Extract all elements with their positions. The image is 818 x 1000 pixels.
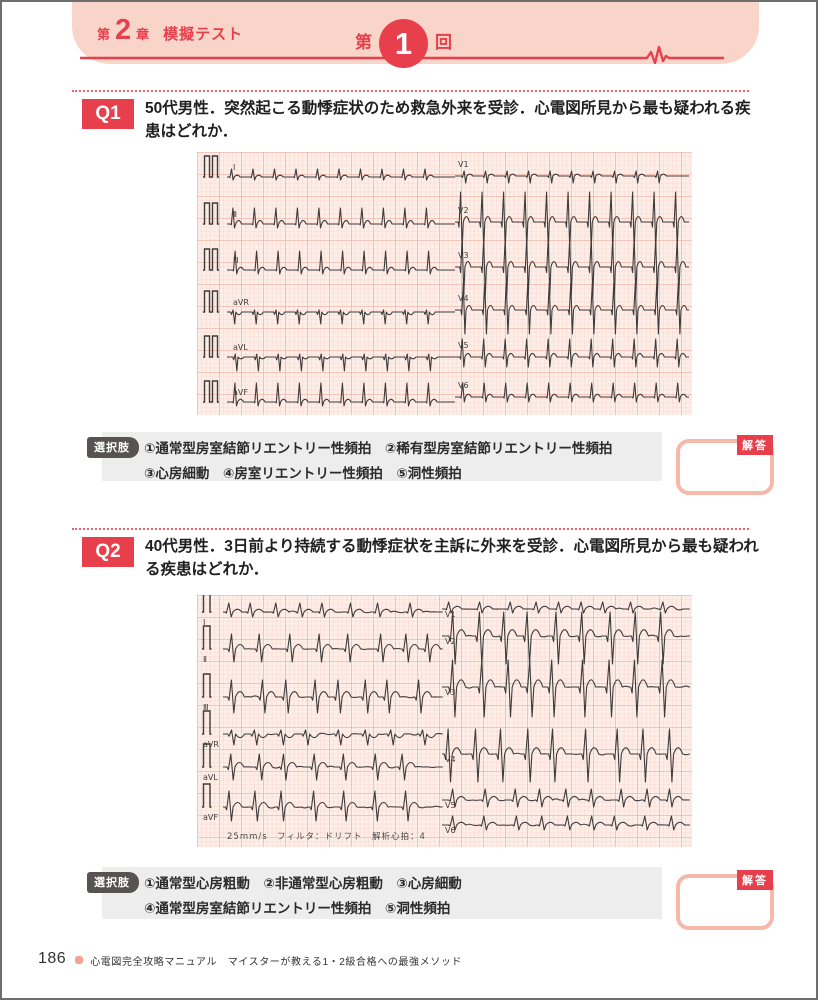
footer-dot-icon — [75, 956, 84, 964]
round-number-badge: 1 — [379, 19, 428, 68]
svg-text:V5: V5 — [445, 801, 456, 810]
q2-badge: Q2 — [82, 537, 134, 567]
svg-text:Ⅱ: Ⅱ — [233, 210, 237, 219]
svg-text:V6: V6 — [445, 826, 456, 835]
q1-choices-box: 選択肢 ①通常型房室結節リエントリー性頻拍 ②稀有型房室結節リエントリー性頻拍 … — [87, 432, 662, 481]
ecg-trace-image: Ⅰ V1 Ⅱ V2 Ⅲ V3 aVR V4 aVL V5 aVF V6 25mm/s フィルタ：ドリフト… — [197, 595, 692, 847]
svg-text:V5: V5 — [458, 341, 469, 350]
chapter-number: 2 — [115, 14, 132, 46]
q2-ecg-image: Ⅰ V1 Ⅱ V2 Ⅲ V3 aVR V4 aVL V5 aVF V6 25mm/s フィルタ：ドリフト… — [197, 595, 692, 847]
svg-text:V3: V3 — [445, 688, 456, 697]
q1-choices-line2: ③心房細動 ④房室リエントリー性頻拍 ⑤洞性頻拍 — [144, 466, 462, 481]
svg-text:aVL: aVL — [203, 773, 218, 782]
svg-text:Ⅱ: Ⅱ — [203, 655, 207, 664]
svg-text:V1: V1 — [445, 610, 456, 619]
svg-text:aVR: aVR — [233, 298, 249, 307]
round-label: 第 1 回 — [355, 16, 452, 68]
q2-choices-line1: ①通常型心房粗動 ②非通常型心房粗動 ③心房細動 — [144, 876, 462, 891]
svg-text:aVR: aVR — [203, 740, 219, 749]
book-title: 心電図完全攻略マニュアル マイスターが教える1・2級合格への最強メソッド — [90, 956, 463, 968]
svg-text:Ⅲ: Ⅲ — [233, 256, 239, 265]
svg-text:aVF: aVF — [233, 388, 248, 397]
svg-text:V2: V2 — [445, 637, 456, 646]
divider-dotted-line — [72, 528, 749, 530]
q1-answer-box: 解答 — [676, 435, 774, 495]
svg-text:Ⅰ: Ⅰ — [233, 163, 235, 172]
page-number: 186 — [38, 950, 67, 967]
svg-text:V6: V6 — [458, 381, 469, 390]
q2-question-text: 40代男性．3日前より持続する動悸症状を主訴に外来を受診．心電図所見から最も疑わ… — [145, 538, 759, 578]
q2-choices-box: 選択肢 ①通常型心房粗動 ②非通常型心房粗動 ③心房細動 ④通常型房室結節リエン… — [87, 867, 662, 921]
svg-text:25mm/s フィルタ：ドリフト 解析心拍：4: 25mm/s フィルタ：ドリフト 解析心拍：4 — [227, 831, 426, 842]
q1-question-text: 50代男性．突然起こる動悸症状のため救急外来を受診．心電図所見から最も疑われる疾… — [145, 100, 751, 140]
q1-choices-tag: 選択肢 — [87, 437, 139, 458]
q1-answer-tag: 解答 — [737, 435, 773, 455]
chapter-header-band: 第 2 章 模擬テスト 第 1 回 — [72, 2, 759, 68]
page-footer: 186 心電図完全攻略マニュアル マイスターが教える1・2級合格への最強メソッド — [38, 950, 462, 968]
chapter-suffix: 章 — [136, 27, 150, 42]
chapter-label: 第 2 章 模擬テスト — [97, 16, 243, 45]
chapter-title: 模擬テスト — [163, 26, 244, 43]
svg-text:V2: V2 — [458, 206, 469, 215]
q2-answer-box: 解答 — [676, 870, 774, 930]
q1-choices-line1: ①通常型房室結節リエントリー性頻拍 ②稀有型房室結節リエントリー性頻拍 — [144, 441, 613, 456]
round-prefix: 第 — [355, 33, 372, 52]
q1-choices-text: ①通常型房室結節リエントリー性頻拍 ②稀有型房室結節リエントリー性頻拍 ③心房細… — [144, 436, 612, 486]
round-suffix: 回 — [435, 33, 452, 52]
q2-choices-text: ①通常型心房粗動 ②非通常型心房粗動 ③心房細動 ④通常型房室結節リエントリー性… — [144, 871, 462, 921]
svg-text:Ⅰ: Ⅰ — [203, 618, 205, 627]
q2-choices-tag: 選択肢 — [87, 872, 139, 893]
svg-text:aVF: aVF — [203, 813, 218, 822]
heartbeat-line-icon — [80, 45, 724, 64]
chapter-prefix: 第 — [97, 27, 111, 42]
ecg-trace-image: Ⅰ V1 Ⅱ V2 Ⅲ V3 aVR V4 aVL V5 aVF V6 — [197, 152, 692, 415]
q1-badge: Q1 — [82, 99, 134, 129]
svg-text:V4: V4 — [458, 294, 469, 303]
q2-choices-line2: ④通常型房室結節リエントリー性頻拍 ⑤洞性頻拍 — [144, 901, 451, 916]
svg-text:aVL: aVL — [233, 343, 248, 352]
q1-ecg-image: Ⅰ V1 Ⅱ V2 Ⅲ V3 aVR V4 aVL V5 aVF V6 — [197, 152, 692, 415]
svg-text:V4: V4 — [445, 755, 456, 764]
svg-text:V1: V1 — [458, 160, 469, 169]
divider-dotted-line — [72, 90, 749, 92]
svg-text:V3: V3 — [458, 251, 469, 260]
q2-answer-tag: 解答 — [737, 870, 773, 890]
svg-text:Ⅲ: Ⅲ — [203, 703, 209, 712]
